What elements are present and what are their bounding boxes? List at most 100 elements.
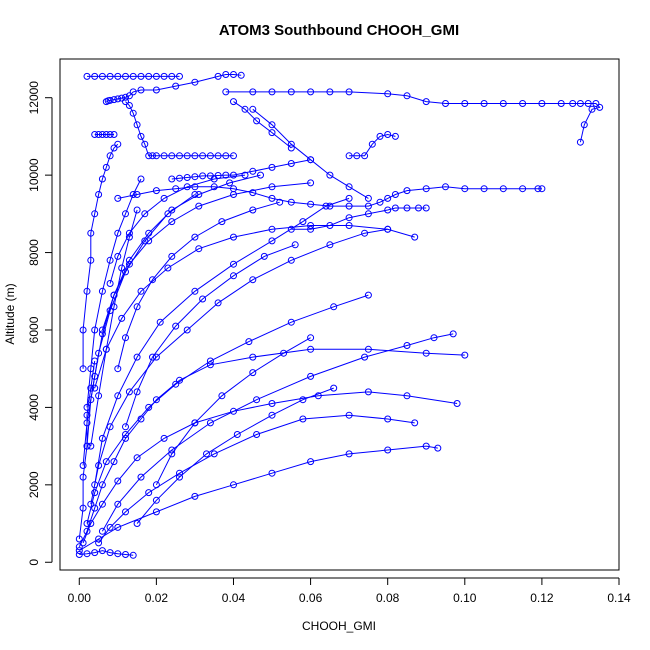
data-point	[114, 523, 122, 531]
data-point	[133, 388, 141, 396]
series-line	[109, 174, 246, 284]
data-point	[110, 144, 118, 152]
series-line	[86, 178, 142, 408]
data-point	[87, 442, 95, 450]
data-point	[230, 407, 237, 415]
data-point	[152, 152, 160, 160]
data-point	[114, 95, 122, 103]
data-point	[110, 131, 118, 138]
series-line	[78, 348, 465, 548]
data-point	[230, 481, 237, 489]
data-point	[253, 396, 261, 404]
data-point	[222, 171, 230, 179]
data-point	[137, 86, 145, 94]
data-point	[133, 353, 141, 361]
data-point	[210, 450, 218, 458]
data-point	[122, 334, 129, 342]
series-line	[155, 337, 311, 486]
data-point	[102, 163, 110, 171]
data-point	[364, 291, 372, 299]
data-point	[114, 194, 122, 202]
data-point	[226, 179, 234, 187]
data-point	[195, 202, 203, 210]
data-point	[183, 174, 191, 181]
x-tick-label: 0.06	[299, 591, 323, 605]
data-point	[137, 473, 145, 481]
data-point	[91, 504, 99, 512]
data-point	[160, 434, 168, 442]
x-tick-label: 0.02	[145, 591, 169, 605]
data-point	[384, 131, 392, 138]
data-point	[253, 117, 261, 125]
data-point	[384, 206, 392, 214]
data-point	[245, 338, 253, 346]
data-point	[230, 272, 237, 280]
data-point	[461, 185, 469, 193]
data-point	[176, 72, 183, 80]
data-point	[125, 233, 133, 241]
data-point	[291, 241, 299, 249]
data-point	[368, 140, 376, 148]
data-point	[191, 173, 199, 181]
profile-series-28	[79, 140, 122, 373]
data-point	[114, 72, 122, 80]
profile-series-25	[122, 241, 299, 431]
data-point	[391, 204, 399, 212]
data-point	[391, 132, 399, 140]
data-point	[152, 508, 160, 516]
data-point	[403, 92, 411, 100]
profile-series-10	[75, 547, 137, 559]
data-point	[118, 94, 126, 102]
series-line	[82, 143, 119, 369]
data-point	[176, 376, 183, 384]
data-point	[253, 431, 261, 438]
series-line	[171, 159, 311, 180]
data-point	[152, 72, 160, 80]
data-point	[145, 237, 153, 245]
data-point	[376, 198, 384, 206]
data-point	[287, 256, 295, 264]
data-point	[106, 523, 114, 531]
data-point	[241, 171, 249, 179]
data-point	[307, 222, 315, 229]
data-point	[222, 152, 230, 160]
data-point	[176, 152, 183, 160]
data-point	[160, 152, 168, 160]
data-point	[268, 129, 276, 137]
data-point	[168, 206, 176, 214]
data-point	[137, 175, 145, 183]
data-point	[345, 214, 353, 222]
data-point	[287, 318, 295, 326]
data-point	[411, 233, 419, 241]
data-point	[230, 191, 237, 198]
series-line	[291, 207, 427, 230]
profile-series-5	[91, 131, 118, 138]
data-point	[268, 194, 276, 202]
series-line	[101, 182, 311, 331]
data-point	[249, 206, 257, 214]
data-point	[557, 100, 565, 107]
data-point	[326, 241, 334, 249]
data-point	[137, 132, 145, 140]
data-point	[442, 183, 449, 191]
data-point	[118, 314, 126, 322]
data-point	[114, 550, 122, 558]
data-point	[538, 185, 546, 193]
data-point	[168, 252, 176, 260]
data-point	[106, 96, 114, 104]
data-point	[322, 202, 330, 210]
data-point	[584, 100, 592, 107]
profile-series-1	[83, 72, 183, 80]
data-point	[307, 458, 315, 466]
data-point	[91, 549, 99, 557]
data-point	[268, 400, 276, 407]
series-line	[94, 225, 415, 389]
series-line	[78, 360, 96, 540]
series-line	[252, 108, 369, 199]
series-line	[98, 414, 415, 544]
data-point	[145, 152, 153, 160]
data-point	[326, 171, 334, 179]
data-point	[168, 175, 176, 183]
data-point	[98, 547, 106, 555]
data-point	[106, 280, 114, 287]
